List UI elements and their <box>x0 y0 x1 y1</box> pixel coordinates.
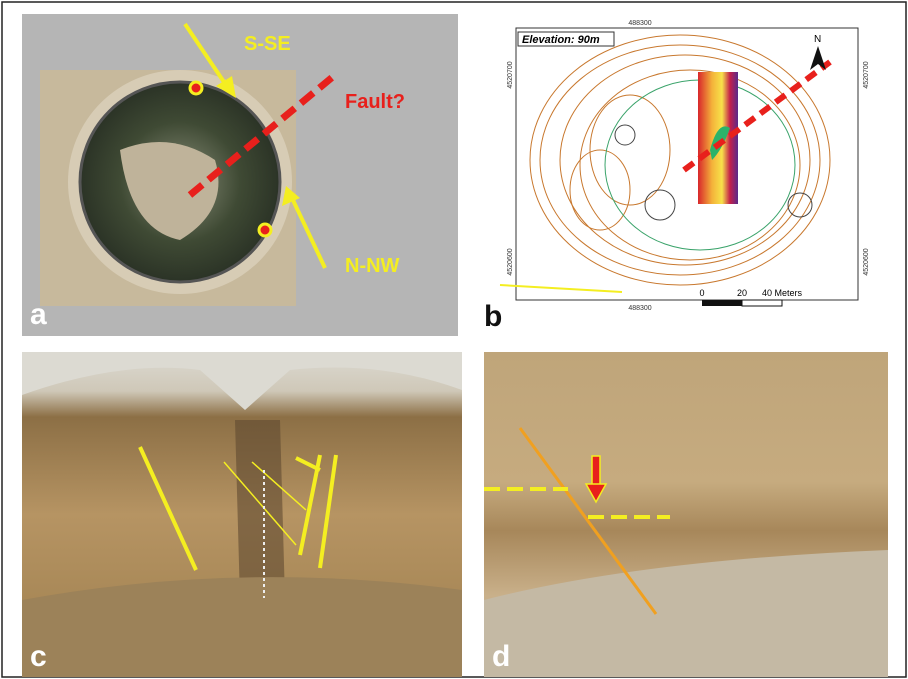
elevation-label: Elevation: 90m <box>522 34 600 46</box>
displacement-arrow <box>592 456 600 486</box>
coordinate: 4520700 <box>863 61 870 88</box>
panel-b: Elevation: 90m N 488300 488300 4520700 4… <box>484 20 870 333</box>
coordinate: 488300 <box>628 305 651 312</box>
coordinate: 488300 <box>628 20 651 27</box>
panel-c: c <box>22 352 462 677</box>
marker <box>190 82 202 94</box>
scale-bar <box>702 300 742 306</box>
trench <box>235 420 285 600</box>
north-label: N <box>814 34 821 45</box>
scale-bar <box>742 300 782 306</box>
scale-label: 40 Meters <box>762 288 803 298</box>
marker <box>259 224 271 236</box>
panel-d: d <box>484 352 888 677</box>
annotation: Fault? <box>345 91 405 113</box>
annotation: N-NW <box>345 255 400 277</box>
page: {"panels": [ {"label": "a", "annotations… <box>0 0 908 679</box>
figure: S-SE Fault? N-NW a Elevation: 90m N 4883… <box>0 0 908 679</box>
panel-label: c <box>30 640 47 673</box>
coordinate: 4520600 <box>507 248 514 275</box>
map-frame <box>516 28 858 300</box>
panel-label: b <box>484 300 502 333</box>
panel-label: d <box>492 640 510 673</box>
coordinate: 4520700 <box>507 61 514 88</box>
scale-label: 0 <box>699 288 704 298</box>
annotation: S-SE <box>244 33 291 55</box>
scale-label: 20 <box>737 288 747 298</box>
panel-label: a <box>30 298 47 331</box>
panel-a: S-SE Fault? N-NW a <box>22 14 458 336</box>
coordinate: 4520600 <box>863 248 870 275</box>
debris <box>22 577 462 677</box>
